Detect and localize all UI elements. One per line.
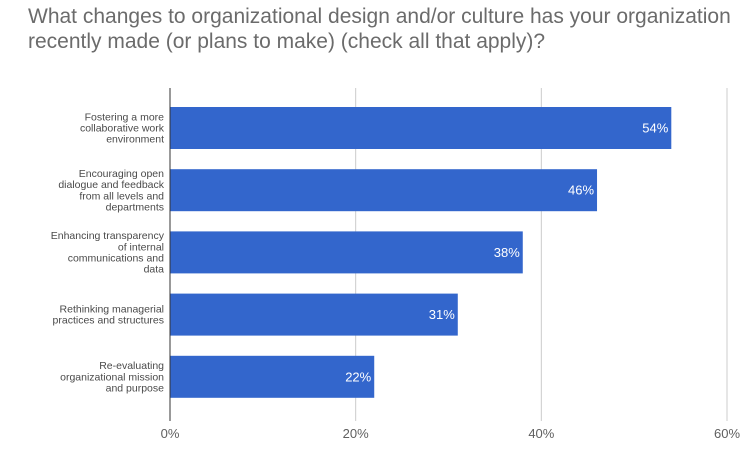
- category-label-line: data: [144, 264, 165, 276]
- category-label: Enhancing transparency of internal communi…: [51, 230, 165, 276]
- data-label: 38%: [494, 245, 520, 260]
- x-tick-label: 0%: [161, 426, 180, 441]
- x-tick-label: 60%: [714, 426, 740, 441]
- category-label: Rethinking managerial practices and struc…: [53, 304, 164, 327]
- labels: 0% 20% 40% 60% 54% Fostering a more collaborat…: [51, 111, 741, 441]
- category-label-line: collaborative work: [80, 123, 165, 135]
- category-label: Re-evaluating organizational mission and p…: [60, 360, 164, 394]
- category-label-line: Rethinking managerial: [60, 304, 164, 316]
- data-label: 46%: [568, 183, 594, 198]
- category-label-line: practices and structures: [53, 315, 164, 327]
- category-label-line: environment: [106, 134, 164, 146]
- x-tick-label: 40%: [528, 426, 554, 441]
- category-label-line: Enhancing transparency: [51, 230, 165, 242]
- data-label: 54%: [642, 121, 668, 136]
- bar: [170, 293, 458, 336]
- bar: [170, 355, 375, 398]
- bar: [170, 107, 672, 149]
- category-label-line: of internal: [118, 241, 164, 253]
- category-label: Encouraging open dialogue and feedback fro…: [58, 168, 164, 214]
- category-label-line: Fostering a more: [85, 111, 165, 123]
- category-label-line: dialogue and feedback: [58, 179, 164, 191]
- data-label: 31%: [429, 307, 455, 322]
- bar: [170, 169, 598, 212]
- category-label-line: organizational mission: [60, 371, 164, 383]
- category-label: Fostering a more collaborative work enviro…: [80, 111, 165, 145]
- bar: [170, 231, 523, 274]
- data-label: 22%: [345, 369, 371, 384]
- bars: [170, 107, 672, 398]
- category-label-line: Encouraging open: [79, 168, 164, 180]
- category-label-line: from all levels and: [79, 190, 164, 202]
- category-label-line: and purpose: [106, 383, 165, 395]
- chart-title: What changes to organizational design an…: [28, 5, 731, 53]
- x-tick-label: 20%: [343, 426, 369, 441]
- category-label-line: communications and: [68, 253, 164, 265]
- category-label-line: departments: [106, 202, 164, 214]
- category-label-line: Re-evaluating: [99, 360, 164, 372]
